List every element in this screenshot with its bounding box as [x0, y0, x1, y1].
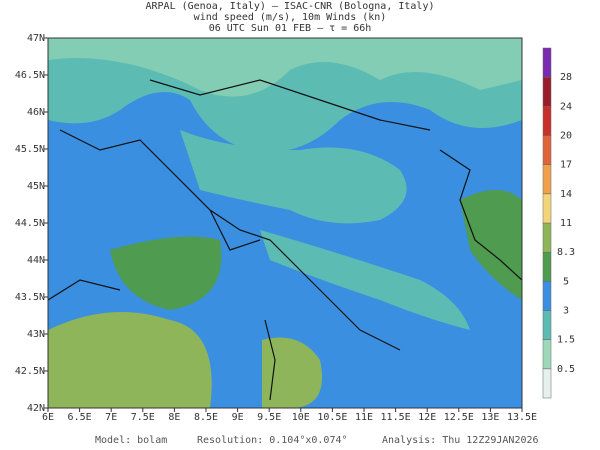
footer-resolution: Resolution: 0.104°x0.074°: [197, 435, 348, 446]
colorbar-segment: [542, 310, 552, 340]
header-line: ARPAL (Genoa, Italy) — ISAC-CNR (Bologna…: [146, 1, 435, 12]
colorbar-segment: [542, 76, 552, 107]
colorbar-segment: [542, 47, 552, 78]
field-region: [48, 38, 522, 97]
lon-label: 12E: [418, 412, 436, 423]
lat-label: 46.5N: [15, 70, 45, 81]
lon-label: 6E: [42, 412, 54, 423]
colorbar-label: 11: [560, 218, 572, 229]
colorbar-segment: [542, 339, 552, 370]
lon-label: 11.5E: [381, 412, 411, 423]
colorbar-segment: [542, 251, 552, 282]
lon-label: 6.5E: [68, 412, 92, 423]
map: [47, 37, 523, 409]
footer-analysis: Analysis: Thu 12Z29JAN2026: [382, 435, 539, 446]
field-region: [460, 190, 522, 300]
field-region: [110, 236, 222, 310]
lon-label: 10E: [292, 412, 310, 423]
header-line: wind speed (m/s), 10m Winds (kn): [194, 12, 387, 23]
lon-label: 7.5E: [131, 412, 155, 423]
lon-label: 12.5E: [444, 412, 474, 423]
colorbar-label: 17: [560, 160, 572, 171]
lat-label: 45N: [27, 181, 45, 192]
lat-label: 44N: [27, 255, 45, 266]
colorbar-label: 0.5: [557, 364, 575, 375]
lat-label: 47N: [27, 33, 45, 44]
coastline: [48, 79, 522, 401]
colorbar-segment: [542, 193, 552, 224]
lat-label: 44.5N: [15, 218, 45, 229]
field-region: [262, 337, 322, 408]
lat-label: 43N: [27, 329, 45, 340]
lon-label: 9.5E: [257, 412, 281, 423]
lon-label: 13.5E: [507, 412, 537, 423]
colorbar-label: 24: [560, 101, 572, 112]
field-region: [260, 230, 470, 330]
colorbar-segment: [542, 368, 552, 399]
field-region: [180, 130, 407, 224]
colorbar-segment: [542, 106, 552, 136]
colorbar-segment: [542, 164, 552, 195]
lon-label: 10.5E: [317, 412, 347, 423]
colorbar-label: 3: [563, 306, 569, 317]
colorbar-label: 14: [560, 189, 572, 200]
lon-label: 13E: [481, 412, 499, 423]
lat-label: 45.5N: [15, 144, 45, 155]
lon-label: 7E: [105, 412, 117, 423]
lat-label: 42.5N: [15, 366, 45, 377]
colorbar-label: 5: [563, 276, 569, 287]
footer-model: Model: bolam: [95, 435, 167, 446]
lat-label: 46N: [27, 107, 45, 118]
colorbar-segment: [542, 281, 552, 311]
colorbar-label: 1.5: [557, 335, 575, 346]
colorbar-segment: [542, 222, 552, 253]
lat-label: 42N: [27, 403, 45, 414]
lon-label: 9E: [232, 412, 244, 423]
lon-label: 11E: [355, 412, 373, 423]
header-line: 06 UTC Sun 01 FEB – τ = 66h: [209, 23, 372, 34]
lon-label: 8.5E: [194, 412, 218, 423]
lat-label: 43.5N: [15, 292, 45, 303]
colorbar-label: 28: [560, 72, 572, 83]
colorbar-segment: [542, 135, 552, 165]
lon-label: 8E: [168, 412, 180, 423]
field-region: [48, 312, 212, 408]
colorbar-label: 20: [560, 131, 572, 142]
colorbar-label: 8.3: [557, 247, 575, 258]
